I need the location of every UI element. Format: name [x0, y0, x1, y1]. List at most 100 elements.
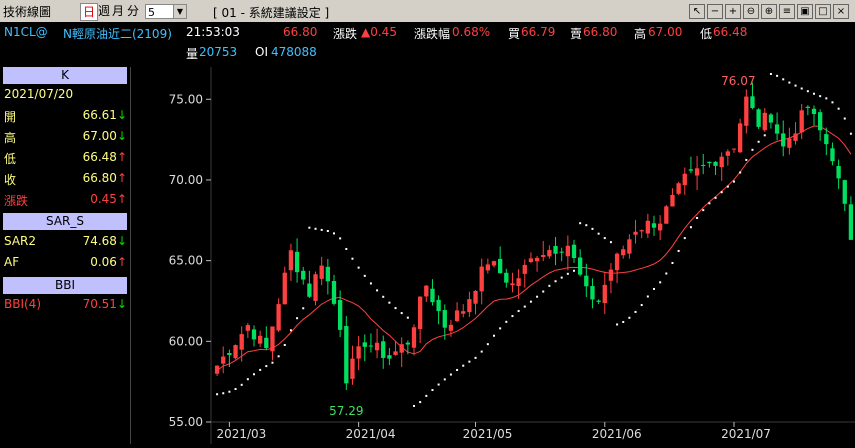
- x-tick-label: 2021/07: [721, 427, 771, 441]
- plus-icon[interactable]: +: [725, 4, 741, 19]
- sar-dot: [763, 134, 766, 137]
- candle-body: [331, 281, 337, 304]
- tab-week[interactable]: 週: [98, 4, 111, 18]
- sar-dot: [443, 378, 446, 381]
- sar-dot: [406, 316, 409, 319]
- sar-dot: [739, 171, 742, 174]
- arrow-up-icon: ↑: [116, 255, 127, 269]
- sar-dot: [419, 401, 422, 404]
- candle-body: [559, 251, 564, 253]
- candle-body: [528, 258, 534, 263]
- k-header[interactable]: K: [3, 67, 127, 84]
- tab-minute[interactable]: 分: [127, 4, 140, 18]
- candle-body: [614, 253, 620, 271]
- candle-body: [541, 254, 546, 257]
- sar-dot: [813, 92, 815, 95]
- sar-dot: [677, 249, 680, 252]
- zoom-out-icon[interactable]: ⊖: [743, 4, 759, 19]
- sar-header[interactable]: SAR_S: [3, 213, 127, 230]
- candle-body: [522, 264, 527, 274]
- sar-dot: [726, 185, 729, 188]
- candle-body: [633, 231, 638, 235]
- period-value: 5: [148, 6, 155, 19]
- sar-dot: [769, 72, 772, 75]
- chevron-down-icon[interactable]: ▼: [173, 5, 186, 18]
- sar-dot: [523, 305, 526, 308]
- sar-dot: [296, 317, 299, 320]
- bid-label: 買: [508, 27, 521, 41]
- save-icon[interactable]: ▣: [797, 4, 813, 19]
- sar-dot: [345, 247, 348, 250]
- candle-body: [701, 164, 706, 166]
- chart-svg[interactable]: 75.00 70.00 65.00 60.00 55.00 2021/03 2021/04…: [131, 67, 855, 444]
- sar-dot: [486, 343, 489, 346]
- candle-body: [294, 251, 300, 273]
- minus-icon[interactable]: −: [707, 4, 723, 19]
- candle-body: [258, 335, 263, 344]
- sar-dot: [271, 361, 274, 364]
- sar-dot: [388, 301, 391, 304]
- candle-body: [547, 250, 552, 257]
- candle-body: [233, 345, 238, 359]
- sar-dot: [646, 295, 649, 298]
- candle-body: [227, 352, 232, 355]
- sar-dot: [708, 202, 711, 205]
- sar-dot: [376, 289, 379, 292]
- candle-body: [707, 161, 712, 164]
- sar-dot: [302, 307, 305, 310]
- study-title[interactable]: [ 01 - 系統建議設定 ]: [213, 6, 330, 20]
- candle-body: [350, 358, 355, 379]
- candle-body: [713, 161, 718, 166]
- candle-body: [608, 269, 614, 281]
- cursor-icon[interactable]: ↖: [689, 4, 705, 19]
- candle-body: [768, 114, 774, 123]
- row-value: 0.06: [90, 255, 117, 269]
- arrow-down-icon: ↓: [116, 108, 127, 122]
- sar-dot: [714, 196, 717, 199]
- sar-dot: [843, 117, 846, 120]
- tab-month[interactable]: 月: [112, 4, 125, 18]
- panel-row-value: 70.51↓: [83, 297, 127, 311]
- candle-body: [344, 325, 349, 384]
- settings-icon[interactable]: ≡: [779, 4, 795, 19]
- bbi-header[interactable]: BBI: [3, 277, 127, 294]
- sar-dot: [474, 356, 477, 359]
- candle-body: [818, 112, 823, 131]
- y-tick-label: 60.00: [169, 334, 203, 348]
- panel-row-label: AF: [4, 255, 20, 269]
- sar-dot: [616, 323, 619, 326]
- sar-dot: [468, 360, 471, 363]
- sar-dot: [659, 281, 662, 284]
- panel-row-value: 0.45↑: [90, 192, 127, 206]
- candle-body: [338, 299, 343, 330]
- candle-body: [251, 329, 257, 340]
- sar-dot: [431, 389, 434, 392]
- sar-dot: [782, 78, 785, 81]
- tab-day[interactable]: 日: [80, 3, 98, 21]
- sar-dot: [788, 81, 791, 84]
- volume-label: 量: [186, 47, 199, 61]
- sar-dot: [548, 284, 551, 287]
- candle-body: [578, 257, 583, 275]
- candle-body: [467, 299, 472, 313]
- sar-dot: [517, 310, 520, 313]
- close-icon[interactable]: ×: [833, 4, 849, 19]
- candle-body: [836, 166, 841, 179]
- sar-dot: [825, 97, 828, 100]
- panel-row-label: 漲跌: [4, 194, 29, 208]
- candle-body: [491, 261, 497, 266]
- candle-body: [725, 151, 730, 156]
- sar-dot: [622, 320, 625, 323]
- candle-body: [504, 272, 509, 283]
- zoom-in-icon[interactable]: ⊕: [761, 4, 777, 19]
- quote-change-pct: 0.68%: [452, 25, 491, 39]
- period-select[interactable]: 5 ▼: [145, 4, 187, 19]
- sar-dot: [696, 216, 699, 219]
- panel-row-label: SAR2: [4, 234, 37, 248]
- sar-dot: [222, 392, 225, 395]
- sar-dot: [831, 101, 834, 104]
- candle-body: [744, 96, 749, 126]
- sar-dot: [493, 334, 495, 337]
- price-chart[interactable]: 75.00 70.00 65.00 60.00 55.00 2021/03 2021/04…: [131, 67, 855, 444]
- restore-icon[interactable]: □: [815, 4, 831, 19]
